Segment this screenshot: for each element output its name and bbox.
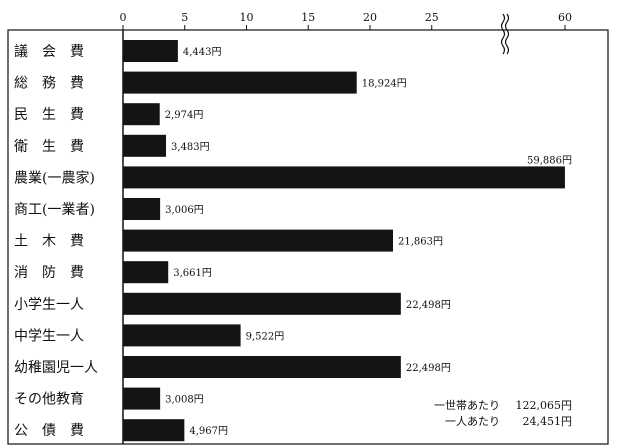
category-label: 商工(一業者) <box>14 202 95 218</box>
category-label: その他教育 <box>14 392 84 408</box>
category-label: 衛 生 費 <box>14 139 84 155</box>
bar <box>123 71 357 94</box>
bar <box>123 229 394 252</box>
summary-household-label: 一世帯あたり <box>434 399 500 412</box>
category-label: 小学生一人 <box>14 297 84 313</box>
bar <box>123 387 161 410</box>
value-label: 18,924円 <box>362 79 407 90</box>
value-label: 3,483円 <box>171 142 210 153</box>
value-label: 4,443円 <box>183 47 222 58</box>
bar <box>123 324 241 347</box>
bar <box>123 134 167 157</box>
axis-break-line <box>504 13 510 55</box>
bar <box>123 166 565 189</box>
category-label: 農業(一農家) <box>14 169 95 186</box>
x-tick-label: 20 <box>363 11 377 24</box>
bar <box>123 261 169 284</box>
x-tick-label: 0 <box>120 11 127 24</box>
x-tick-label: 60 <box>558 11 572 24</box>
x-axis: 0 5 10 15 20 25 60 <box>120 11 572 30</box>
category-label: 議 会 費 <box>14 43 84 60</box>
category-label: 消 防 費 <box>14 265 84 281</box>
axis-break-mark <box>500 13 510 185</box>
value-label: 3,006円 <box>165 205 204 216</box>
bar <box>123 40 178 62</box>
bar <box>123 419 185 442</box>
bar <box>123 292 401 315</box>
axis-break-line <box>500 13 506 55</box>
summary-person-value: 24,451円 <box>523 415 573 428</box>
value-label: 4,967円 <box>189 426 228 437</box>
x-tick-label: 5 <box>181 11 188 24</box>
summary-household-value: 122,065円 <box>516 399 573 412</box>
bars <box>123 40 565 442</box>
x-tick-label: 15 <box>301 11 315 24</box>
x-tick-label: 10 <box>240 11 254 24</box>
value-label: 2,974円 <box>165 110 204 121</box>
category-label: 民 生 費 <box>14 107 84 123</box>
category-labels: 議 会 費総 務 費民 生 費衛 生 費農業(一農家) 商工(一業者) 土 木 費消… <box>14 43 98 439</box>
category-label: 土 木 費 <box>14 234 84 250</box>
summary-person-label: 一人あたり <box>445 415 500 428</box>
category-label: 幼稚園児一人 <box>14 360 98 376</box>
x-tick-label: 25 <box>425 11 439 24</box>
category-label: 中学生一人 <box>14 328 84 344</box>
category-label: 公 債 費 <box>14 423 84 439</box>
bar <box>123 356 401 378</box>
value-labels: 4,443円 18,924円 2,974円 3,483円 59,886円 3,006円 21… <box>165 47 572 437</box>
value-label: 59,886円 <box>527 155 572 166</box>
value-label: 22,498円 <box>406 363 451 374</box>
value-label: 22,498円 <box>406 300 451 311</box>
value-label: 3,661円 <box>173 268 212 279</box>
value-label: 3,008円 <box>165 395 204 406</box>
value-label: 9,522円 <box>246 331 285 342</box>
bar <box>123 198 161 220</box>
category-label: 総 務 費 <box>14 76 84 92</box>
bar <box>123 103 160 126</box>
summary: 一世帯あたり 122,065円 一人あたり 24,451円 <box>434 399 572 428</box>
value-label: 21,863円 <box>398 237 443 248</box>
